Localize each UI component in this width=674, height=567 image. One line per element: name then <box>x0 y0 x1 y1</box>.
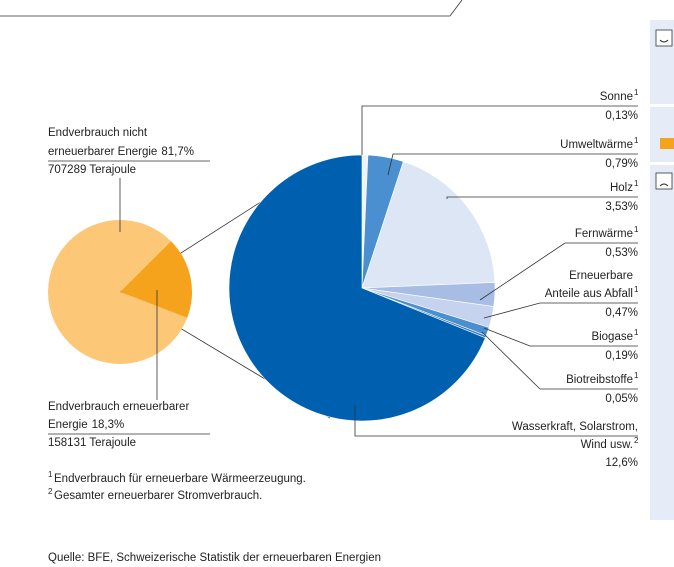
slice-label: Sonne <box>600 91 633 103</box>
value-label: 0,47% <box>605 307 638 319</box>
leader-line <box>483 327 638 347</box>
slice-label: Erneuerbare <box>569 270 633 282</box>
pie-slice <box>120 241 192 318</box>
header-border <box>0 0 463 17</box>
footnote-mark: 1 <box>48 470 53 479</box>
amount-label: 707289 Terajoule <box>48 164 136 176</box>
slice-label: Energie <box>48 419 88 431</box>
leader-line <box>361 105 638 155</box>
smiley-mouth <box>659 39 669 43</box>
value-label: 0,79% <box>605 158 638 170</box>
leader-line <box>479 242 638 301</box>
value-label: 0,53% <box>605 247 638 259</box>
sidebar-gap <box>650 162 674 165</box>
value-label: 12,6% <box>605 457 638 469</box>
footnote-mark: 2 <box>634 436 639 445</box>
slice-label: Umweltwärme <box>560 139 633 151</box>
sidebar-swatch <box>660 138 674 149</box>
amount-label: 158131 Terajoule <box>48 437 136 449</box>
leader-line <box>481 331 638 390</box>
leader-line <box>354 405 638 437</box>
footnote-mark: 1 <box>634 179 639 188</box>
slice-label: Biotreibstoffe <box>566 374 633 386</box>
leader-line <box>387 153 638 176</box>
value-label: 3,53% <box>605 201 638 213</box>
footnote-mark: 1 <box>634 371 639 380</box>
slice-label: Wasserkraft, Solarstrom, <box>512 421 638 433</box>
footnote-mark: 1 <box>634 136 639 145</box>
footnote-mark: 1 <box>634 225 639 234</box>
footnote-mark: 1 <box>634 285 639 294</box>
slice-label: Endverbrauch nicht <box>48 127 148 139</box>
value-label: 0,05% <box>605 393 638 405</box>
footnote-mark: 2 <box>48 487 53 496</box>
slice-label: Anteile aus Abfall <box>545 288 633 300</box>
leader-line <box>446 196 638 199</box>
footnote-mark: 1 <box>634 328 639 337</box>
pie-slice <box>361 161 496 289</box>
smiley-icon <box>655 29 673 47</box>
slice-label: Biogase <box>591 331 633 343</box>
value-label: 81,7% <box>161 146 194 158</box>
footnote-mark: 1 <box>634 88 639 97</box>
pie-slice <box>228 154 486 422</box>
slice-label: Endverbrauch erneuerbarer <box>48 401 189 413</box>
frown-mouth <box>659 183 669 187</box>
frown-icon <box>655 172 673 190</box>
value-label: 0,13% <box>605 110 638 122</box>
slice-label: Wind usw. <box>581 439 633 451</box>
footnote: Gesamter erneuerbarer Stromverbrauch. <box>54 490 262 502</box>
value-label: 0,19% <box>605 350 638 362</box>
slice-label: Holz <box>610 182 633 194</box>
sidebar-gap <box>650 104 674 107</box>
slice-label: Fernwärme <box>575 228 633 240</box>
source: Quelle: BFE, Schweizerische Statistik de… <box>48 552 381 564</box>
sidebar <box>650 20 674 520</box>
footnote: Endverbrauch für erneuerbare Wärmeerzeug… <box>54 473 306 485</box>
pie-slice <box>47 219 188 364</box>
slice-label: erneuerbarer Energie <box>48 146 157 158</box>
value-label: 18,3% <box>92 419 125 431</box>
leader-line <box>483 302 638 319</box>
